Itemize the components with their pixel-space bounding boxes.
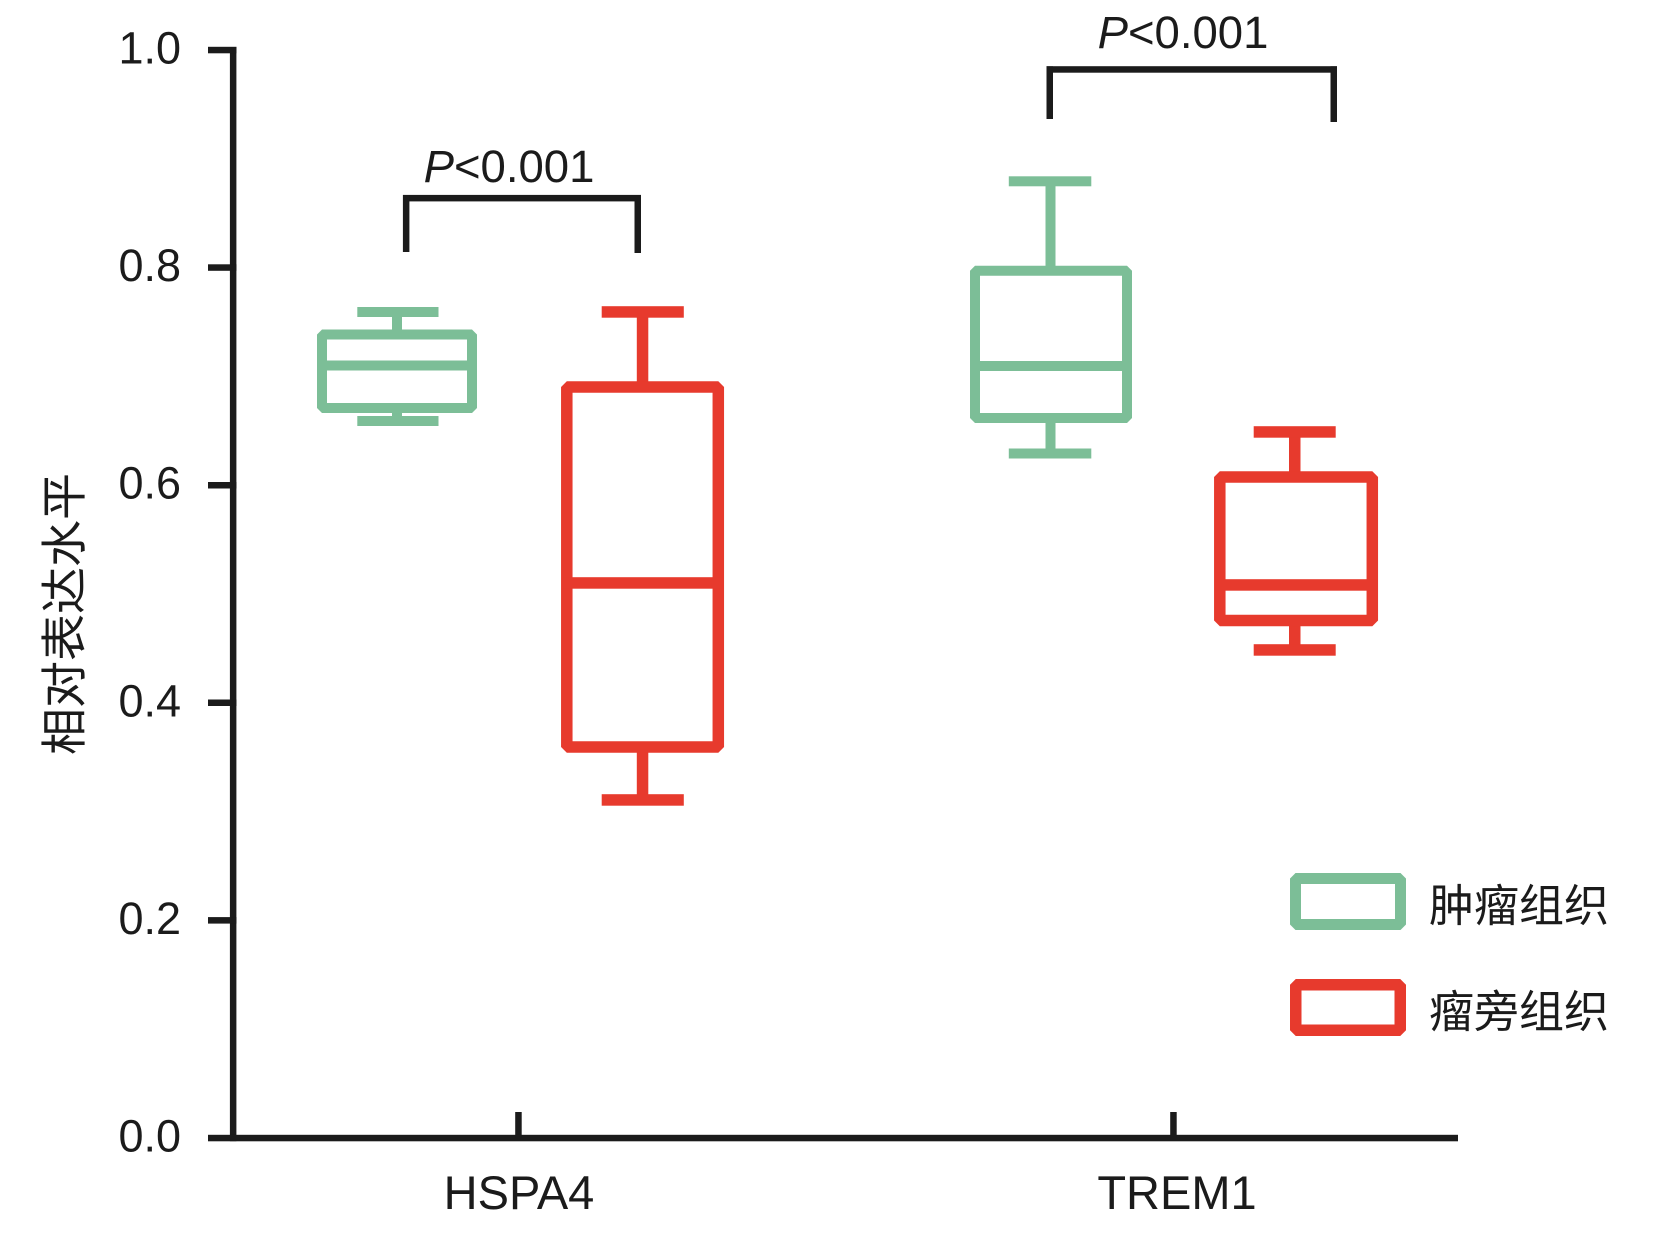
- svg-text:HSPA4: HSPA4: [444, 1166, 595, 1219]
- svg-text:TREM1: TREM1: [1097, 1166, 1256, 1219]
- svg-text:1.0: 1.0: [118, 23, 181, 74]
- svg-text:0.2: 0.2: [118, 893, 181, 944]
- svg-text:0.6: 0.6: [118, 458, 181, 509]
- svg-text:0.4: 0.4: [118, 675, 181, 726]
- svg-text:P<0.001: P<0.001: [424, 141, 595, 192]
- svg-text:P<0.001: P<0.001: [1098, 7, 1269, 58]
- svg-text:0.8: 0.8: [118, 240, 181, 291]
- svg-text:0.0: 0.0: [118, 1111, 181, 1162]
